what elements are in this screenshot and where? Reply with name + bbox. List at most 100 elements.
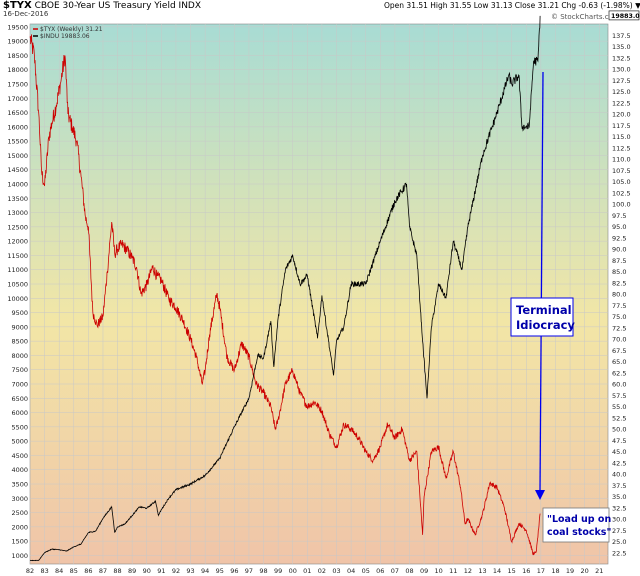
- x-tick-label: 01: [303, 567, 311, 575]
- right-tick-label: 90.0: [612, 246, 626, 254]
- x-tick-label: 15: [508, 567, 516, 575]
- left-tick-label: 8500: [11, 338, 28, 346]
- left-tick-label: 9500: [11, 309, 28, 317]
- x-tick-label: 17: [537, 567, 545, 575]
- x-tick-label: 88: [113, 567, 121, 575]
- series-line-tyx: [29, 34, 541, 556]
- left-tick-label: 18000: [7, 66, 28, 74]
- right-tick-label: 130.0: [612, 66, 631, 74]
- terminal-label: Terminal: [516, 303, 572, 317]
- coal-label: "Load up on: [547, 514, 611, 525]
- right-tick-label: 110.0: [612, 156, 631, 164]
- right-tick-label: 22.5: [612, 549, 626, 557]
- left-tick-label: 13000: [7, 209, 28, 217]
- last-value-box: [608, 10, 640, 21]
- arrow-line: [539, 71, 544, 491]
- right-tick-label: 107.5: [612, 167, 631, 175]
- right-tick-label: 132.5: [612, 54, 631, 62]
- right-tick-label: 62.5: [612, 369, 626, 377]
- x-tick-label: 09: [420, 567, 428, 575]
- left-tick-label: 4500: [11, 452, 28, 460]
- right-tick-label: 55.0: [612, 403, 626, 411]
- terminal-box: [510, 297, 574, 337]
- left-tick-label: 13500: [7, 195, 28, 203]
- left-tick-label: 15000: [7, 152, 28, 160]
- left-tick-label: 11500: [7, 252, 28, 260]
- right-tick-label: 70.0: [612, 336, 626, 344]
- right-tick-label: 65.0: [612, 358, 626, 366]
- right-tick-label: 32.5: [612, 504, 626, 512]
- right-tick-label: 37.5: [612, 482, 626, 490]
- series-line-indu: [29, 15, 541, 562]
- left-axis: 1000 1500 2000 2500 3000 3500 4000 4500 5000 5500…: [7, 23, 28, 560]
- right-tick-label: 135.0: [612, 43, 631, 51]
- left-tick-label: 16500: [7, 109, 28, 117]
- x-tick-label: 07: [391, 567, 399, 575]
- x-tick-label: 04: [347, 567, 355, 575]
- x-tick-label: 89: [128, 567, 136, 575]
- left-tick-label: 4000: [11, 466, 28, 474]
- legend-item: $TYX (Weekly) 31.21: [40, 26, 103, 33]
- x-tick-label: 02: [318, 567, 326, 575]
- right-tick-label: 50.0: [612, 426, 626, 434]
- left-tick-label: 17000: [7, 95, 28, 103]
- x-tick-label: 00: [289, 567, 297, 575]
- legend-item: $INDU 19883.06: [40, 33, 90, 40]
- x-tick-label: 16: [522, 567, 530, 575]
- left-tick-label: 5000: [11, 438, 28, 446]
- left-tick-label: 3000: [11, 495, 28, 503]
- left-tick-label: 1500: [11, 538, 28, 546]
- right-tick-label: 25.0: [612, 538, 626, 546]
- right-tick-label: 122.5: [612, 99, 631, 107]
- right-tick-label: 82.5: [612, 279, 626, 287]
- x-tick-label: 83: [40, 567, 48, 575]
- x-tick-label: 06: [376, 567, 384, 575]
- right-tick-label: 137.5: [612, 32, 631, 40]
- series-lines: [29, 15, 541, 562]
- left-tick-label: 3500: [11, 481, 28, 489]
- x-tick-label: 97: [245, 567, 253, 575]
- x-tick-label: 03: [332, 567, 340, 575]
- left-tick-label: 10500: [7, 281, 28, 289]
- left-tick-label: 7000: [11, 381, 28, 389]
- x-tick-label: 12: [464, 567, 472, 575]
- x-tick-label: 20: [581, 567, 589, 575]
- x-axis: 82 83 84 85 86 87 88 89 90 91 92 93 94 95 96 97 98 99 00 01…: [26, 567, 604, 575]
- right-tick-label: 77.5: [612, 302, 626, 310]
- left-tick-label: 15500: [7, 138, 28, 146]
- right-tick-label: 87.5: [612, 257, 626, 265]
- right-tick-label: 60.0: [612, 381, 626, 389]
- x-tick-label: 96: [230, 567, 238, 575]
- legend: $TYX (Weekly) 31.21$INDU 19883.06: [33, 26, 103, 40]
- left-tick-label: 11000: [7, 266, 28, 274]
- x-tick-label: 98: [259, 567, 267, 575]
- x-tick-label: 85: [70, 567, 78, 575]
- right-axis: 22.5 25.0 27.5 30.0 32.5 35.0 37.5 40.0 42.5 45.0…: [608, 10, 640, 557]
- right-tick-label: 115.0: [612, 133, 631, 141]
- x-tick-label: 94: [201, 567, 209, 575]
- plot-background: [29, 23, 609, 565]
- right-tick-label: 92.5: [612, 234, 626, 242]
- left-tick-label: 6500: [11, 395, 28, 403]
- right-tick-label: 47.5: [612, 437, 626, 445]
- right-tick-label: 100.0: [612, 201, 631, 209]
- left-tick-label: 14500: [7, 166, 28, 174]
- x-tick-label: 82: [26, 567, 34, 575]
- last-value-label: 19883.06: [611, 13, 640, 20]
- right-tick-label: 105.0: [612, 178, 631, 186]
- left-tick-label: 18500: [7, 52, 28, 60]
- left-tick-label: 8000: [11, 352, 28, 360]
- right-tick-label: 30.0: [612, 516, 626, 524]
- x-tick-label: 99: [274, 567, 282, 575]
- left-tick-label: 7500: [11, 366, 28, 374]
- x-tick-label: 90: [143, 567, 151, 575]
- grid-lines: [29, 24, 608, 564]
- x-tick-label: 86: [84, 567, 92, 575]
- right-tick-label: 112.5: [612, 144, 631, 152]
- right-tick-label: 45.0: [612, 448, 626, 456]
- left-tick-label: 17500: [7, 81, 28, 89]
- right-tick-label: 35.0: [612, 493, 626, 501]
- left-tick-label: 19500: [7, 23, 28, 31]
- x-tick-label: 10: [435, 567, 443, 575]
- right-tick-label: 102.5: [612, 189, 631, 197]
